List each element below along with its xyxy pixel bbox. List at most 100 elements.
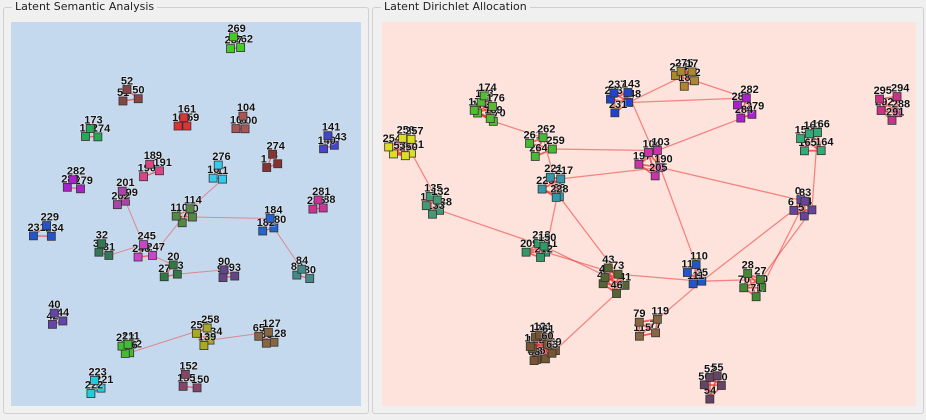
node-square[interactable]: [488, 101, 497, 111]
node-square[interactable]: [155, 166, 164, 176]
node-square[interactable]: [816, 146, 826, 156]
node-square[interactable]: [48, 319, 57, 329]
graph-node[interactable]: 46: [610, 279, 623, 298]
graph-node[interactable]: 40: [48, 299, 61, 318]
node-square[interactable]: [536, 253, 545, 262]
node-square[interactable]: [547, 144, 557, 154]
node-square[interactable]: [205, 335, 215, 345]
node-square[interactable]: [634, 159, 644, 169]
node-square[interactable]: [269, 223, 279, 233]
graph-node[interactable]: 104: [236, 102, 257, 121]
node-square[interactable]: [123, 339, 133, 349]
graph-node[interactable]: 143: [621, 78, 641, 97]
node-square[interactable]: [230, 271, 240, 281]
lda-plot[interactable]: 2512502532542582571381331301351321701691…: [382, 22, 916, 406]
node-square[interactable]: [547, 348, 557, 358]
node-square[interactable]: [261, 338, 271, 348]
node-square[interactable]: [543, 340, 552, 349]
node-square[interactable]: [652, 314, 662, 324]
node-square[interactable]: [887, 115, 897, 125]
graph-node[interactable]: 32: [95, 229, 108, 249]
graph-node[interactable]: 276: [212, 151, 231, 170]
node-square[interactable]: [68, 175, 78, 185]
node-square[interactable]: [739, 283, 749, 293]
node-square[interactable]: [525, 342, 535, 351]
node-square[interactable]: [323, 131, 333, 141]
node-square[interactable]: [535, 330, 545, 340]
node-square[interactable]: [716, 381, 726, 390]
node-square[interactable]: [529, 356, 539, 365]
node-square[interactable]: [545, 172, 555, 182]
lda-graph[interactable]: 2512502532542582571381331301351321701691…: [382, 22, 916, 406]
node-square[interactable]: [610, 108, 620, 118]
node-square[interactable]: [112, 200, 122, 210]
node-square[interactable]: [800, 196, 810, 206]
graph-node[interactable]: 176: [486, 92, 505, 111]
node-square[interactable]: [421, 201, 431, 211]
graph-node[interactable]: 27: [754, 265, 767, 284]
graph-node[interactable]: 100: [239, 114, 258, 134]
node-square[interactable]: [892, 92, 902, 101]
graph-node[interactable]: 50: [132, 84, 145, 104]
graph-node[interactable]: 228: [550, 183, 569, 202]
node-square[interactable]: [751, 292, 761, 302]
graph-node[interactable]: 119: [651, 305, 670, 324]
graph-node[interactable]: 110: [170, 202, 188, 221]
node-square[interactable]: [705, 394, 715, 404]
graph-node[interactable]: 4: [805, 195, 817, 215]
node-square[interactable]: [388, 149, 398, 159]
graph-node[interactable]: 152: [179, 360, 198, 379]
node-square[interactable]: [231, 124, 241, 134]
graph-node[interactable]: 143: [328, 131, 347, 150]
node-square[interactable]: [556, 174, 566, 184]
graph-node[interactable]: 291: [886, 106, 905, 125]
graph-node[interactable]: 52: [120, 75, 134, 94]
node-square[interactable]: [655, 163, 665, 172]
node-square[interactable]: [208, 173, 218, 183]
graph-node[interactable]: 28: [741, 259, 754, 278]
node-square[interactable]: [219, 265, 229, 275]
graph-node[interactable]: 150: [191, 373, 210, 393]
graph-node[interactable]: 258: [201, 314, 220, 333]
graph-node[interactable]: 110: [690, 250, 708, 270]
node-square[interactable]: [226, 44, 235, 54]
node-square[interactable]: [485, 114, 495, 123]
node-square[interactable]: [384, 142, 394, 152]
graph-node[interactable]: 101: [229, 114, 249, 134]
graph-node[interactable]: 184: [264, 204, 284, 223]
node-square[interactable]: [620, 280, 630, 290]
node-square[interactable]: [180, 369, 190, 379]
node-square[interactable]: [42, 221, 51, 230]
graph-node[interactable]: 279: [745, 100, 765, 119]
graph-node[interactable]: 17: [685, 57, 699, 77]
node-square[interactable]: [229, 32, 238, 42]
graph-node[interactable]: 83: [798, 187, 812, 206]
node-square[interactable]: [85, 124, 95, 133]
graph-node[interactable]: 65: [252, 322, 266, 341]
node-square[interactable]: [525, 138, 534, 148]
node-square[interactable]: [807, 205, 817, 215]
graph-node[interactable]: 132: [431, 185, 450, 205]
graph-node[interactable]: 281: [312, 185, 331, 205]
graph-node[interactable]: 217: [554, 164, 574, 184]
node-square[interactable]: [104, 251, 114, 260]
node-square[interactable]: [117, 186, 127, 196]
node-square[interactable]: [635, 331, 644, 341]
node-square[interactable]: [755, 275, 765, 284]
graph-node[interactable]: 114: [184, 194, 203, 214]
node-square[interactable]: [875, 94, 884, 104]
node-square[interactable]: [240, 124, 250, 134]
node-square[interactable]: [712, 371, 722, 381]
node-square[interactable]: [308, 204, 318, 214]
node-square[interactable]: [297, 264, 307, 274]
node-square[interactable]: [90, 376, 99, 385]
node-square[interactable]: [313, 195, 323, 205]
node-square[interactable]: [789, 206, 799, 215]
node-square[interactable]: [479, 91, 489, 101]
node-square[interactable]: [199, 341, 209, 350]
graph-node[interactable]: 173: [84, 114, 103, 133]
graph-node[interactable]: 164: [815, 136, 835, 156]
node-square[interactable]: [168, 260, 178, 270]
node-square[interactable]: [265, 214, 275, 223]
node-square[interactable]: [58, 316, 68, 326]
